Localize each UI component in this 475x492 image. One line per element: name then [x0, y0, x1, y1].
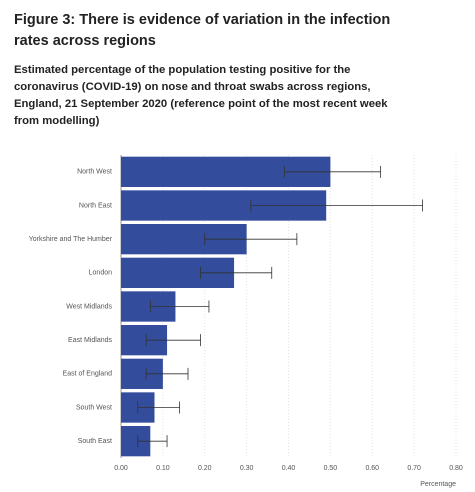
y-tick-label: North East	[79, 202, 112, 209]
x-tick-label: 0.30	[240, 465, 254, 472]
chart-title: Figure 3: There is evidence of variation…	[14, 12, 391, 49]
error-bar	[250, 199, 423, 212]
y-tick-label: East Midlands	[68, 337, 112, 344]
x-tick-label: 0.60	[365, 465, 379, 472]
y-tick-label: East of England	[63, 371, 113, 378]
x-tick-label: 0.50	[324, 465, 338, 472]
x-tick-label: 0.40	[282, 465, 296, 472]
x-tick-label: 0.00	[114, 465, 128, 472]
x-axis-label: Percentage	[420, 481, 456, 488]
error-bar	[283, 165, 382, 178]
error-bar	[204, 233, 298, 246]
x-tick-label: 0.80	[449, 465, 463, 472]
error-bar	[145, 334, 201, 347]
error-bar	[145, 367, 189, 380]
x-tick-label: 0.10	[156, 465, 170, 472]
y-tick-label: West Midlands	[66, 303, 112, 310]
y-tick-label: South East	[78, 438, 112, 445]
y-tick-label: South West	[76, 404, 112, 411]
error-bar	[137, 401, 181, 414]
y-tick-label: London	[89, 270, 112, 277]
error-bar	[149, 300, 210, 313]
error-bar	[137, 435, 168, 448]
x-tick-label: 0.70	[407, 465, 421, 472]
x-tick-label: 0.20	[198, 465, 212, 472]
error-bar	[200, 266, 273, 279]
chart-subtitle: Estimated percentage of the population t…	[14, 64, 388, 127]
y-tick-label: North West	[77, 169, 112, 176]
y-tick-label: Yorkshire and The Humber	[29, 236, 113, 243]
